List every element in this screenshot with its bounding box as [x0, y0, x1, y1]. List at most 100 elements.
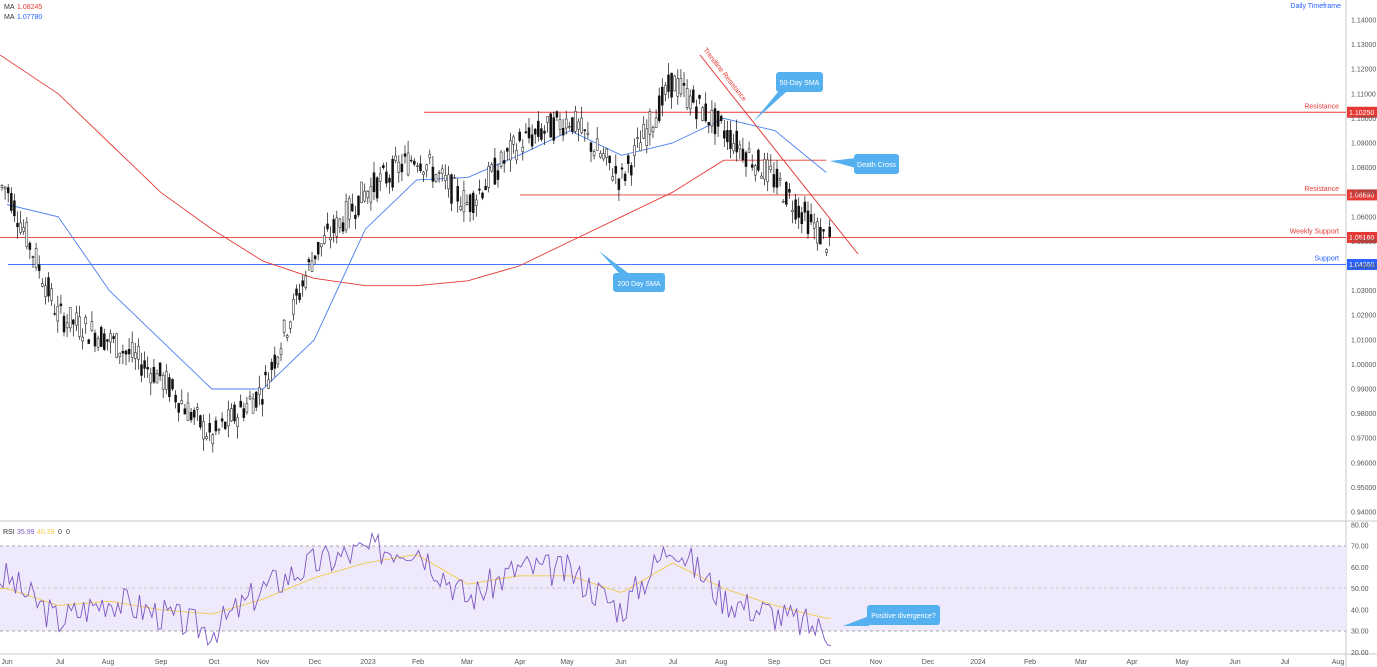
candle-body [546, 116, 549, 123]
candle-body [223, 421, 227, 429]
price-tick-label: 1.13000 [1351, 42, 1376, 49]
candle-body [385, 171, 388, 184]
price-tick-label: 1.01000 [1351, 337, 1376, 344]
candle-body [589, 142, 593, 152]
candle-body [99, 327, 103, 347]
candle-body [56, 306, 60, 322]
price-tick-label: 1.08000 [1351, 165, 1376, 172]
candle-body [595, 138, 599, 151]
candle-body [729, 130, 732, 149]
time-tick-label: Oct [209, 659, 220, 666]
candle-body [245, 403, 249, 413]
callout-death-cross[interactable]: Death Cross [830, 154, 899, 174]
candle-body [440, 168, 444, 174]
candle-body [409, 159, 413, 162]
candle-body [261, 399, 264, 405]
callout-50-day-sma[interactable]: 50-Day SMA [753, 72, 823, 122]
candle-body [558, 119, 562, 130]
candle-body [397, 161, 401, 173]
callout-positive-divergence[interactable]: Positive divergence? [843, 605, 940, 626]
candle-body [639, 142, 642, 152]
candle-body [651, 127, 655, 133]
candle-body [552, 117, 556, 141]
candle-body [719, 115, 723, 121]
candle-body [233, 404, 236, 422]
rsi-axis-ticks: 80.00 70.00 60.00 50.00 40.00 30.00 20.00 [1351, 522, 1369, 657]
candle-body [251, 398, 255, 414]
callout-200-day-sma[interactable]: 200 Day SMA [599, 251, 665, 292]
time-tick-label: Dec [309, 659, 322, 666]
candle-body [183, 408, 187, 415]
candle-body [425, 164, 428, 171]
candle-body [279, 348, 283, 355]
candle-body [506, 148, 509, 152]
candle-body [698, 95, 701, 99]
candle-body [515, 150, 518, 161]
candle-body [3, 186, 7, 190]
candle-body [481, 192, 484, 199]
candle-body [549, 113, 552, 138]
rsi-extra-2: 0 [66, 529, 70, 536]
level-label: Weekly Support [1290, 228, 1339, 235]
candle-body [648, 111, 652, 135]
time-tick-label: Oct [820, 659, 831, 666]
rsi-tick-label: 60.00 [1351, 565, 1369, 572]
candle-body [543, 130, 546, 134]
candle-body [713, 108, 717, 135]
candle-body [633, 145, 636, 156]
candle-body [242, 408, 246, 418]
level-tag-text: 1.04060 [1349, 262, 1374, 269]
price-tick-label: 1.02000 [1351, 313, 1376, 320]
candle-body [276, 356, 280, 365]
trendline-resistance[interactable] [699, 54, 859, 255]
rsi-value: 35.99 [17, 529, 35, 536]
candle-body [22, 227, 25, 232]
level-tag [1347, 106, 1377, 118]
candle-body [47, 277, 50, 297]
level-label: Support [1314, 256, 1339, 263]
candle-body [605, 148, 608, 159]
candle-body [289, 321, 292, 329]
candle-body [586, 132, 590, 135]
time-tick-label: Sep [155, 659, 168, 666]
time-tick-label: Feb [1024, 659, 1036, 666]
candle-body [657, 95, 661, 121]
candle-body [363, 190, 366, 202]
candle-body [673, 75, 676, 92]
candlesticks [0, 63, 831, 453]
candle-body [326, 223, 329, 230]
candle-body [611, 176, 614, 181]
time-tick-label: Jun [1229, 659, 1240, 666]
candle-body [555, 111, 559, 118]
candle-body [335, 217, 339, 237]
candle-body [208, 423, 211, 433]
candle-body [788, 189, 791, 193]
candle-body [109, 333, 112, 343]
candle-body [72, 319, 75, 325]
candle-body [630, 165, 633, 176]
time-tick-label: May [1175, 659, 1189, 666]
candle-body [524, 131, 528, 133]
candle-body [50, 288, 53, 301]
candle-body [388, 177, 391, 183]
candle-body [354, 214, 357, 219]
candle-body [437, 172, 441, 174]
candle-body [28, 242, 32, 250]
time-tick-label: Mar [1075, 659, 1088, 666]
rsi-tick-label: 70.00 [1351, 544, 1369, 551]
candle-body [577, 121, 580, 130]
candle-body [781, 201, 785, 203]
candle-body [217, 429, 221, 431]
candle-body [530, 134, 534, 147]
candle-body [230, 408, 233, 422]
time-tick-label: Mar [461, 659, 474, 666]
candle-body [96, 338, 100, 348]
candle-body [143, 360, 146, 369]
candle-body [258, 387, 261, 395]
rsi-ma-line [0, 554, 831, 619]
candle-body [521, 146, 525, 153]
level-tag [1347, 231, 1377, 243]
candle-body [16, 222, 19, 228]
candle-body [704, 103, 707, 122]
